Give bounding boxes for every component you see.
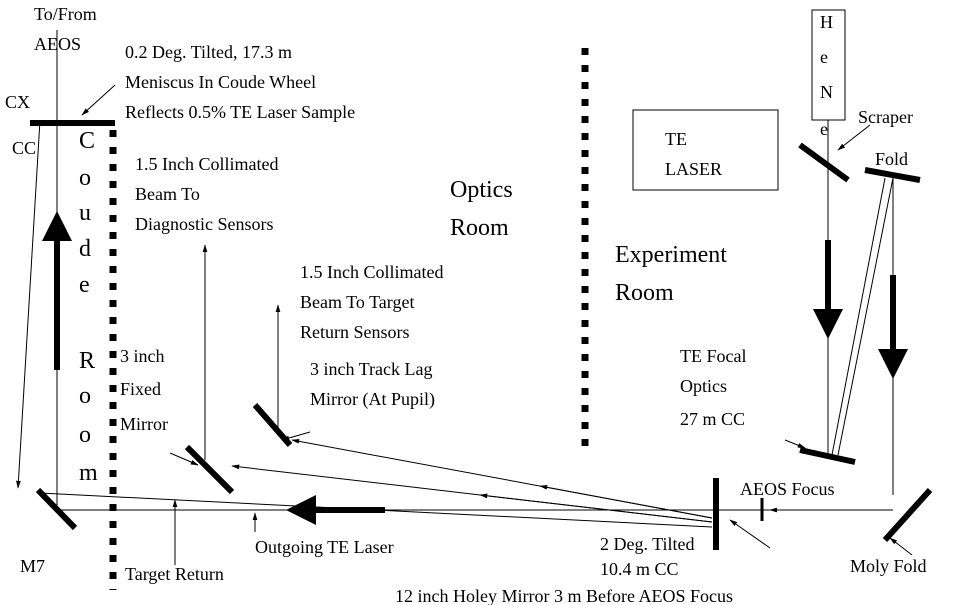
label: AEOS: [34, 34, 81, 54]
label: e: [820, 119, 828, 139]
label: Beam To Target: [300, 292, 414, 312]
label: Fold: [875, 149, 908, 169]
label: Room: [450, 215, 509, 241]
label: R: [79, 348, 95, 374]
label: M7: [20, 556, 45, 576]
label: LASER: [665, 159, 722, 179]
label: Return Sensors: [300, 322, 410, 342]
label: o: [79, 422, 91, 448]
label: e: [820, 47, 828, 67]
label: Moly Fold: [850, 556, 927, 576]
label: C: [79, 128, 95, 154]
label: 1.5 Inch Collimated: [135, 154, 278, 174]
labels: To/From AEOS 0.2 Deg. Tilted, 17.3 m Menisc…: [5, 4, 927, 605]
layout: [16, 9, 933, 590]
label: Outgoing TE Laser: [255, 537, 394, 557]
label: Optics: [680, 376, 727, 396]
label: 2 Deg. Tilted: [600, 534, 695, 554]
label: H: [820, 12, 833, 32]
label: o: [79, 383, 91, 409]
label: o: [79, 165, 91, 191]
label: 10.4 m CC: [600, 559, 679, 579]
label: 27 m CC: [680, 409, 745, 429]
label: Experiment: [615, 242, 727, 268]
label: Diagnostic Sensors: [135, 214, 274, 234]
label: Target Return: [125, 564, 224, 584]
label: To/From: [34, 4, 97, 24]
label: e: [79, 272, 90, 298]
label: 3 inch Track Lag: [310, 359, 432, 379]
label: 1.5 Inch Collimated: [300, 262, 443, 282]
label: 3 inch: [120, 346, 165, 366]
label: TE: [665, 129, 687, 149]
label: N: [820, 82, 833, 102]
label: Scraper: [858, 107, 913, 127]
label: d: [79, 236, 91, 262]
label: Beam To: [135, 184, 200, 204]
label: Optics: [450, 177, 513, 203]
label: Meniscus In Coude Wheel: [125, 72, 316, 92]
label: CC: [12, 138, 36, 158]
label: Mirror: [120, 414, 168, 434]
label: Mirror (At Pupil): [310, 389, 435, 410]
label: CX: [5, 92, 30, 112]
label: Reflects 0.5% TE Laser Sample: [125, 102, 355, 122]
label: TE Focal: [680, 346, 746, 366]
label: Fixed: [120, 379, 161, 399]
label: u: [79, 200, 91, 226]
label: AEOS Focus: [740, 479, 835, 499]
label: m: [79, 460, 98, 486]
label: 12 inch Holey Mirror 3 m Before AEOS Foc…: [395, 586, 733, 605]
label: 0.2 Deg. Tilted, 17.3 m: [125, 42, 292, 62]
label: Room: [615, 280, 674, 306]
